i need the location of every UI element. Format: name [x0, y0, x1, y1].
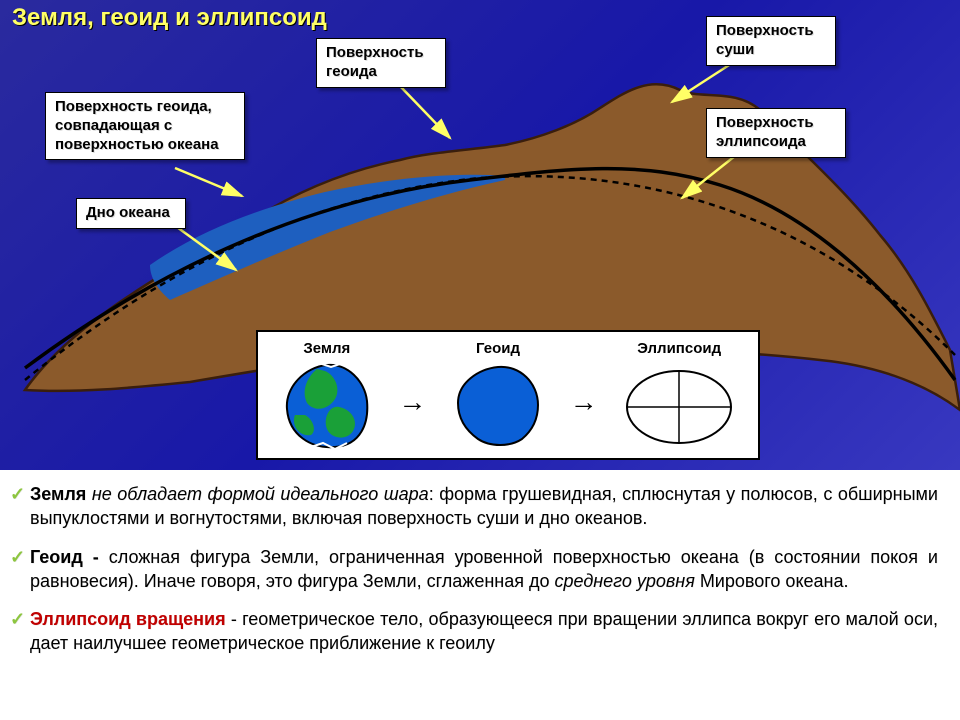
- def-geoid: Геоид - сложная фигура Земли, ограниченн…: [30, 545, 938, 594]
- ellipsoid-shape-col: Эллипсоид: [619, 340, 739, 451]
- term-ellipsoid: Эллипсоид вращения: [30, 609, 226, 629]
- def-ellipsoid: Эллипсоид вращения - геометрическое тело…: [30, 607, 938, 656]
- definitions-panel: Земля не обладает формой идеального шара…: [0, 472, 960, 720]
- p1-ital: идеального шара: [280, 484, 428, 504]
- ocean-fill: [150, 175, 505, 300]
- callout-arrows: [170, 58, 740, 270]
- diagram-region: Земля, геоид и эллипсоид Поверхность гео…: [0, 0, 960, 470]
- callout-geoid-ocean: Поверхность геоида, совпадающая с поверх…: [45, 92, 245, 160]
- p1-lead: не обладает формой: [86, 484, 280, 504]
- callout-land-surface: Поверхность суши: [706, 16, 836, 66]
- arrow-icon: →: [570, 386, 598, 418]
- ellipsoid-label: Эллипсоид: [637, 340, 721, 357]
- page-title: Земля, геоид и эллипсоид: [12, 4, 327, 32]
- p2-rest: Мирового океана.: [695, 571, 849, 591]
- geoid-icon: [448, 359, 548, 451]
- geoid-label: Геоид: [476, 340, 520, 357]
- callout-ocean-floor: Дно океана: [76, 198, 186, 229]
- earth-icon: [277, 359, 377, 451]
- earth-shape-col: Земля: [277, 340, 377, 451]
- ellipsoid-icon: [619, 359, 739, 451]
- callout-geoid-surface: Поверхность геоида: [316, 38, 446, 88]
- earth-label: Земля: [303, 340, 350, 357]
- arrow-icon: →: [398, 386, 426, 418]
- callout-ellipsoid-surface: Поверхность эллипсоида: [706, 108, 846, 158]
- term-earth: Земля: [30, 484, 86, 504]
- geoid-shape-col: Геоид: [448, 340, 548, 451]
- shapes-comparison-panel: Земля → Геоид → Эллипсоид: [256, 330, 760, 460]
- term-geoid: Геоид -: [30, 547, 109, 567]
- def-earth: Земля не обладает формой идеального шара…: [30, 482, 938, 531]
- p2-ital: среднего уровня: [555, 571, 695, 591]
